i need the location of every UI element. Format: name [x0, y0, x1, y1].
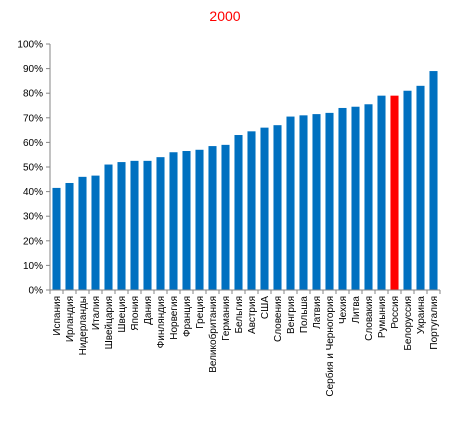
bar — [377, 95, 386, 290]
y-tick-label: 30% — [23, 212, 43, 223]
chart-title: 2000 — [209, 8, 241, 24]
bar — [312, 114, 321, 290]
y-tick-label: 80% — [23, 89, 43, 100]
x-tick-label: Сербия и Черногория — [324, 296, 336, 397]
x-tick-label: Словения — [273, 296, 284, 342]
x-tick-label: Латвия — [312, 296, 323, 329]
x-tick-label: Франция — [182, 296, 193, 337]
bar — [208, 146, 217, 290]
x-tick-label: Россия — [390, 296, 401, 329]
bar — [221, 144, 230, 290]
bar — [338, 107, 347, 291]
x-tick-label: Нидерланды — [78, 296, 89, 355]
bar — [104, 164, 113, 290]
bar — [234, 135, 243, 290]
bar — [364, 104, 373, 291]
bar — [286, 116, 295, 290]
bar — [169, 152, 178, 290]
bar — [117, 162, 126, 290]
x-tick-label: Греция — [195, 296, 206, 329]
y-tick-label: 100% — [17, 40, 43, 51]
x-tick-label: США — [260, 296, 271, 319]
x-tick-label: Швеция — [117, 296, 128, 333]
bar — [247, 131, 256, 290]
bar — [143, 160, 152, 290]
x-tick-label: Словакия — [364, 296, 375, 341]
x-tick-label: Румыния — [377, 296, 388, 338]
bar — [390, 95, 399, 290]
y-tick-label: 40% — [23, 187, 43, 198]
bar — [195, 149, 204, 290]
x-tick-label: Германия — [221, 296, 232, 341]
bar — [260, 127, 269, 290]
x-tick-label: Дания — [143, 296, 154, 325]
x-tick-label: Финляндия — [156, 296, 167, 348]
y-tick-label: 50% — [23, 163, 43, 174]
x-tick-label: Украина — [416, 296, 427, 335]
x-tick-label: Австрия — [247, 296, 258, 334]
y-tick-label: 70% — [23, 113, 43, 124]
x-tick-label: Белоруссия — [403, 296, 414, 351]
bar — [91, 175, 100, 290]
bar — [182, 151, 191, 290]
x-tick-label: Испания — [52, 296, 63, 336]
bar — [416, 85, 425, 290]
x-tick-label: Литва — [351, 296, 362, 324]
y-tick-label: 20% — [23, 236, 43, 247]
bar — [130, 160, 139, 290]
x-tick-label: Швейцария — [104, 296, 115, 349]
x-tick-label: Венгрия — [286, 296, 297, 334]
y-tick-label: 90% — [23, 64, 43, 75]
bar — [273, 125, 282, 291]
bar — [65, 182, 74, 290]
bar — [52, 187, 61, 290]
x-tick-label: Португалия — [429, 296, 440, 350]
y-tick-label: 0% — [29, 286, 44, 297]
x-tick-label: Чехия — [338, 296, 349, 324]
x-tick-label: Ирландия — [65, 296, 76, 342]
bar — [299, 115, 308, 290]
x-tick-label: Великобритания — [207, 296, 219, 373]
bar — [351, 106, 360, 290]
bar — [403, 90, 412, 291]
x-tick-label: Италия — [91, 296, 102, 330]
x-tick-label: Норвегия — [169, 296, 180, 340]
x-tick-label: Польша — [299, 296, 310, 334]
x-tick-label: Бельгия — [234, 296, 245, 334]
bar — [429, 71, 438, 290]
x-tick-label: Япония — [130, 296, 141, 331]
bar — [156, 157, 165, 290]
bar — [78, 176, 87, 290]
y-tick-label: 60% — [23, 138, 43, 149]
bar — [325, 112, 334, 290]
y-tick-label: 10% — [23, 261, 43, 272]
